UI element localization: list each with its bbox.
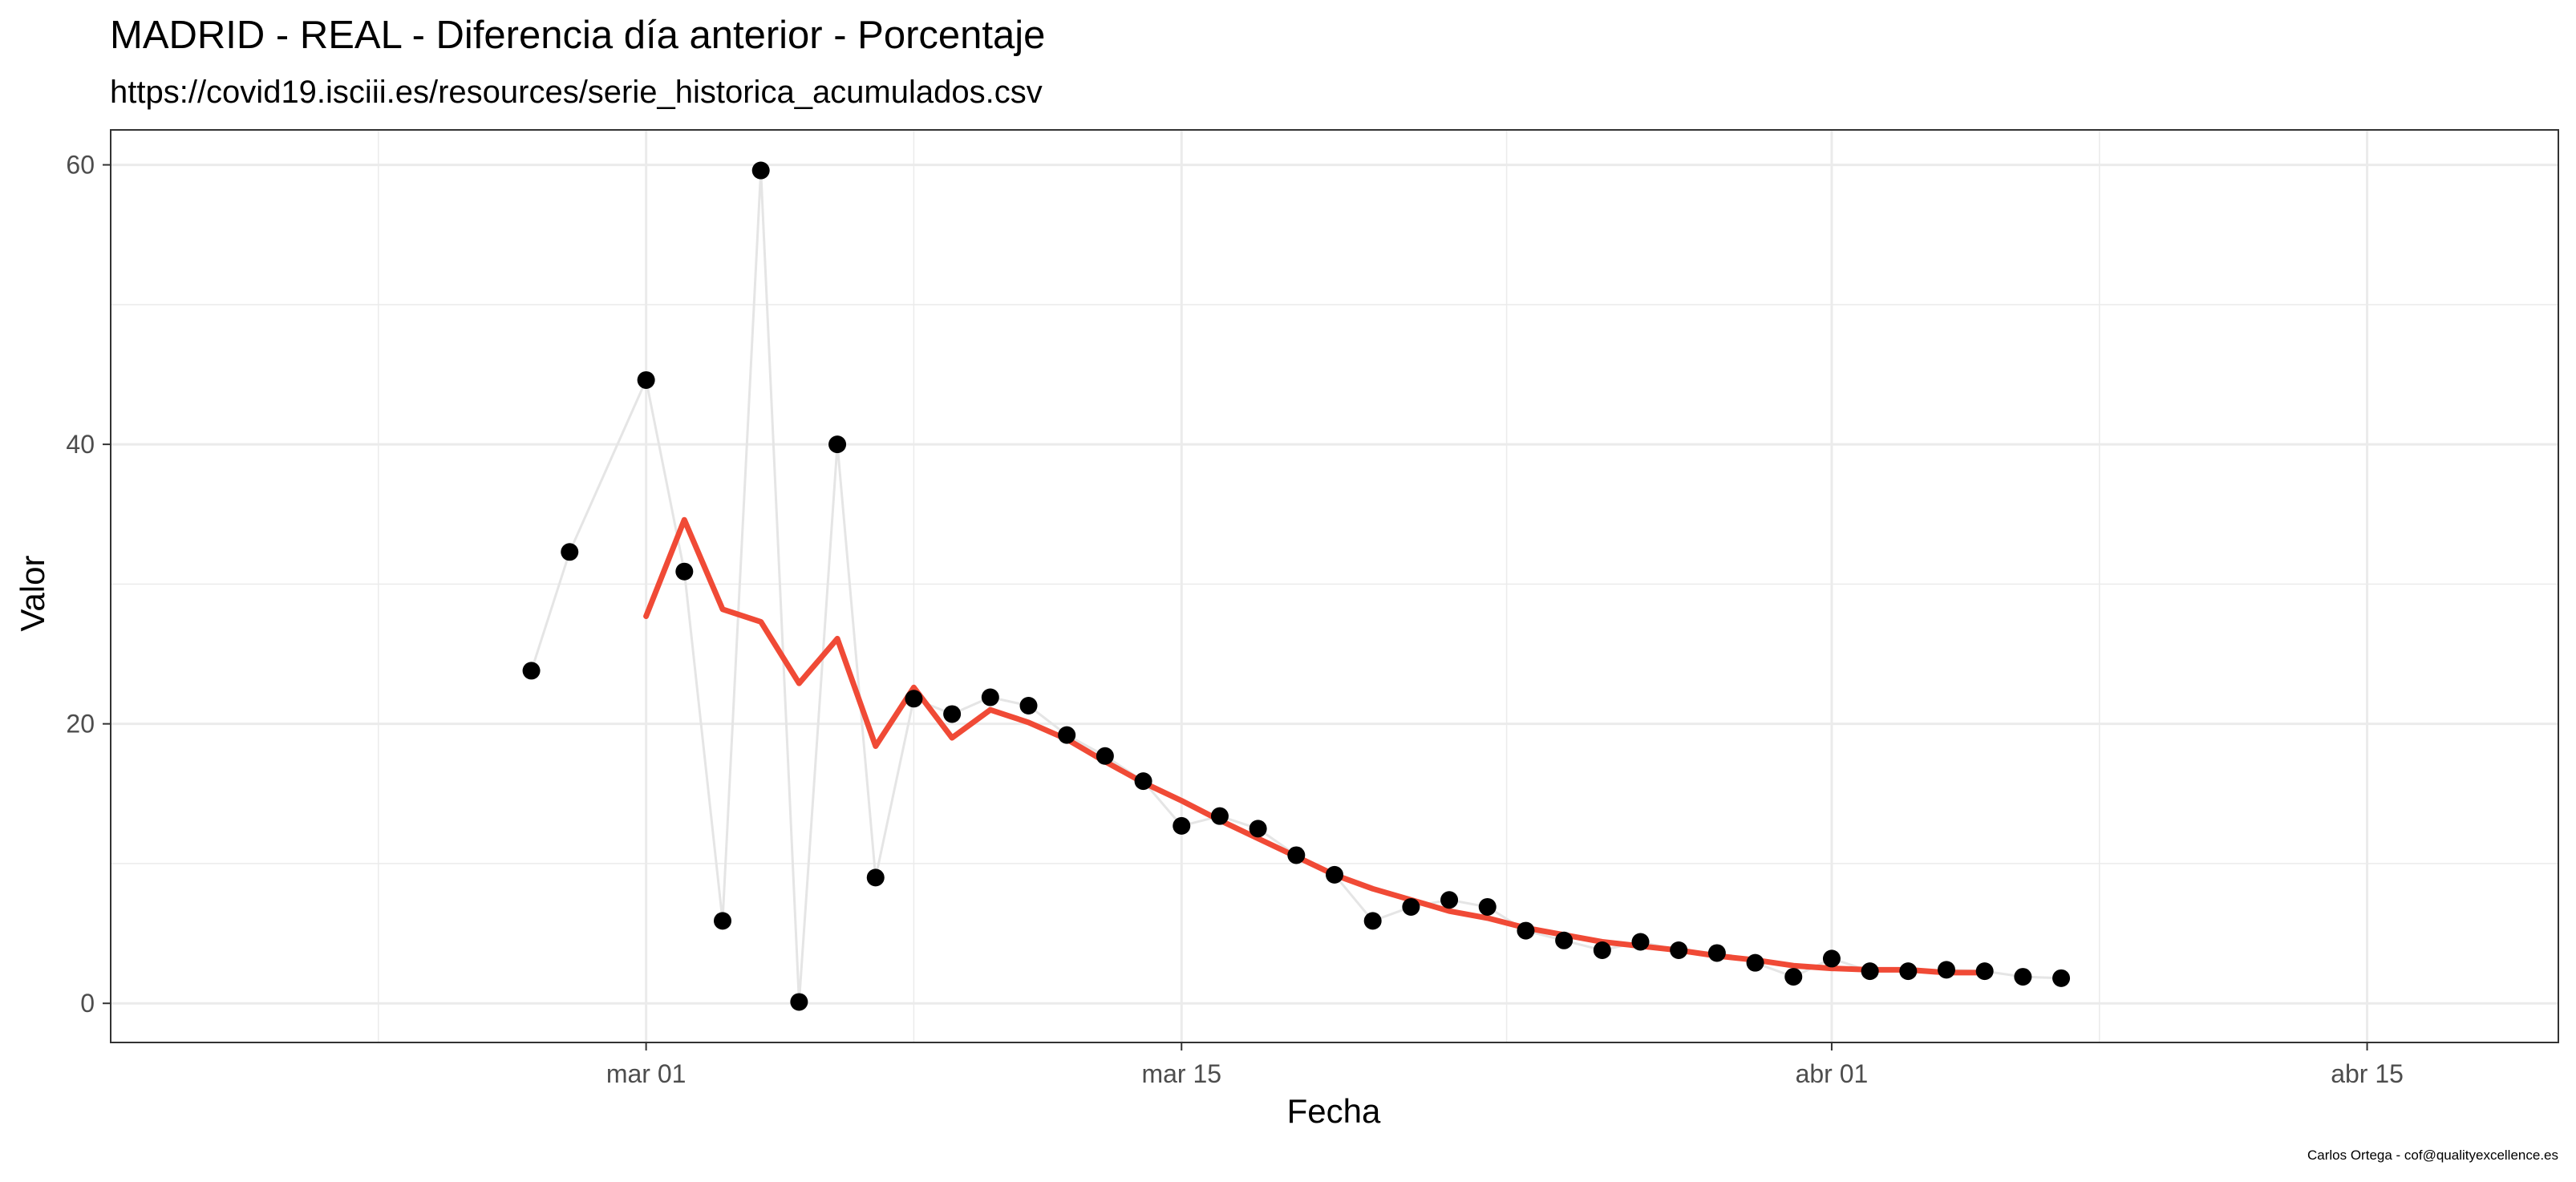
- data-point: [714, 912, 731, 930]
- data-point: [1096, 747, 1114, 765]
- grid-lines: [111, 130, 2558, 1042]
- y-tick-label: 0: [80, 989, 95, 1018]
- data-point: [1287, 846, 1306, 864]
- data-points: [522, 161, 2071, 1011]
- data-point: [1440, 891, 1459, 909]
- data-point: [1631, 933, 1650, 951]
- y-tick-label: 60: [66, 151, 95, 180]
- data-point: [522, 662, 541, 680]
- x-tick-label: abr 15: [2331, 1059, 2404, 1088]
- data-point: [1249, 820, 1267, 838]
- data-point: [2052, 969, 2071, 987]
- data-point: [1899, 962, 1918, 981]
- x-tick-label: mar 01: [606, 1059, 687, 1088]
- data-point: [905, 690, 923, 708]
- x-axis-ticks: mar 01 mar 15 abr 01 abr 15: [606, 1042, 2404, 1088]
- plot-panel: [110, 129, 2559, 1043]
- x-axis-title: Fecha: [1287, 1092, 1381, 1130]
- y-axis-ticks: 0 20 40 60: [66, 151, 111, 1018]
- data-point: [751, 161, 770, 180]
- data-point: [1938, 961, 1955, 979]
- data-point: [943, 705, 962, 723]
- chart-title: MADRID - REAL - Diferencia día anterior …: [110, 14, 1045, 57]
- panel-background: [111, 130, 2558, 1042]
- data-point: [1134, 772, 1152, 791]
- chart-subtitle: https://covid19.isciii.es/resources/seri…: [110, 75, 1043, 110]
- data-point: [561, 543, 579, 561]
- data-point: [1326, 865, 1343, 884]
- data-point: [1593, 941, 1611, 959]
- data-point: [1746, 953, 1764, 972]
- data-point: [1210, 807, 1229, 825]
- chart-caption: Carlos Ortega - cof@qualityexcellence.es: [2307, 1148, 2558, 1163]
- data-point: [1784, 968, 1803, 986]
- data-point: [1861, 962, 1879, 981]
- data-point: [1555, 931, 1574, 949]
- data-point: [1670, 941, 1688, 959]
- data-point: [981, 688, 999, 706]
- x-tick-label: abr 01: [1796, 1059, 1869, 1088]
- data-point: [1707, 944, 1726, 962]
- data-point: [2014, 968, 2032, 986]
- data-point: [790, 993, 808, 1011]
- y-tick-label: 20: [66, 710, 95, 739]
- data-point: [1019, 697, 1038, 715]
- data-point: [866, 868, 885, 887]
- x-tick-label: mar 15: [1141, 1059, 1221, 1088]
- data-point: [1058, 726, 1076, 744]
- data-point: [1822, 949, 1841, 968]
- data-point: [1363, 912, 1382, 930]
- data-point: [1173, 816, 1191, 835]
- data-point: [1478, 897, 1497, 916]
- data-point: [1517, 921, 1535, 940]
- data-point: [637, 370, 655, 389]
- data-point: [1402, 897, 1420, 916]
- data-point: [828, 435, 847, 454]
- data-point: [675, 562, 694, 581]
- y-tick-label: 40: [66, 430, 95, 459]
- panel-border: [110, 129, 2559, 1043]
- data-point: [1975, 962, 1994, 981]
- y-axis-title: Valor: [14, 556, 51, 632]
